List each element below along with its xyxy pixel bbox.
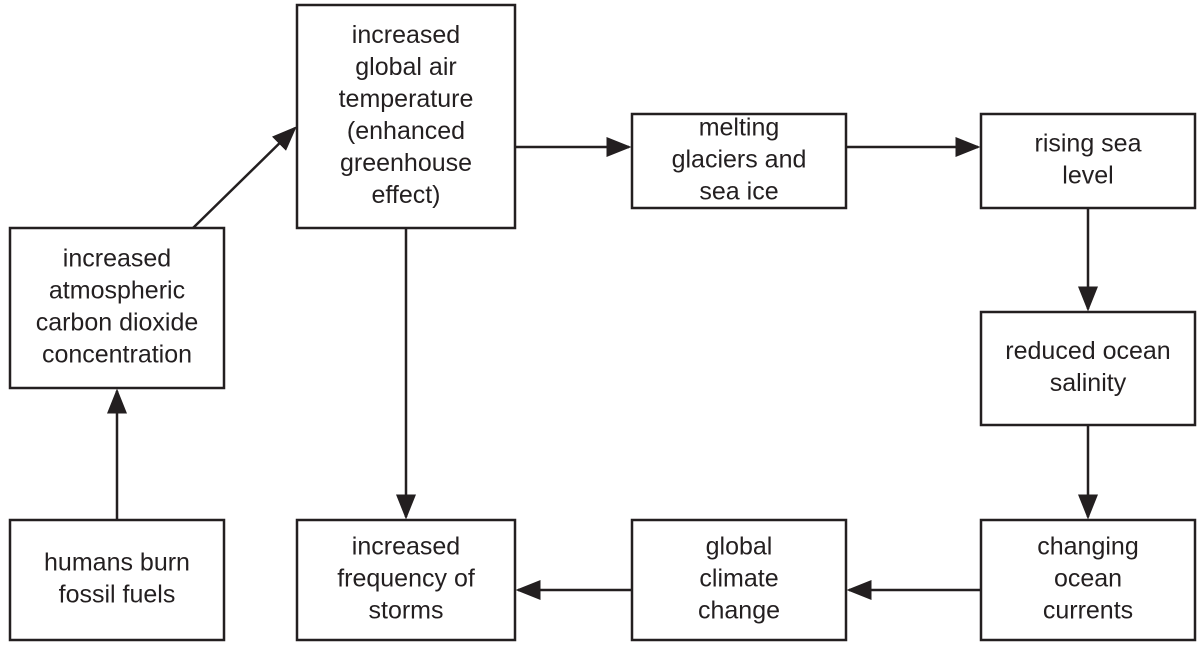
- node-label: concentration: [42, 341, 192, 369]
- node-label: climate: [699, 565, 778, 593]
- node-label: effect): [371, 181, 440, 209]
- node-label: reduced ocean: [1005, 337, 1170, 365]
- node-label: sea ice: [699, 178, 778, 206]
- node-label: ocean: [1054, 565, 1122, 593]
- node-label: increased: [352, 533, 460, 561]
- node-label: change: [698, 597, 780, 625]
- node: global climate change: [630, 518, 848, 642]
- node-box: [979, 112, 1197, 210]
- node-box: [8, 518, 226, 642]
- node-label: increased: [63, 245, 171, 273]
- node-label: fossil fuels: [59, 581, 176, 609]
- node-box: [8, 226, 226, 390]
- node-label: storms: [369, 597, 444, 625]
- node-label: salinity: [1050, 369, 1127, 397]
- node: humans burn fossil fuels: [8, 518, 226, 642]
- arrows: [107, 126, 1098, 600]
- node: changing ocean currents: [979, 518, 1197, 642]
- node-label: changing: [1037, 533, 1138, 561]
- node: increased atmospheric carbon dioxide concen…: [8, 226, 226, 390]
- node-label: increased: [352, 21, 460, 49]
- node-label: carbon dioxide: [36, 309, 199, 337]
- node: increased frequency of storms: [295, 518, 517, 642]
- node-label: melting: [699, 114, 780, 142]
- arrow: [192, 126, 297, 229]
- node-label: temperature: [339, 85, 474, 113]
- node-label: global air: [355, 53, 456, 81]
- node-box: [979, 310, 1197, 427]
- node-label: rising sea: [1035, 130, 1142, 158]
- node-label: currents: [1043, 597, 1133, 625]
- node-label: global: [706, 533, 773, 561]
- node-label: greenhouse: [340, 149, 472, 177]
- node-label: level: [1062, 162, 1113, 190]
- node-label: glaciers and: [672, 146, 807, 174]
- node-box: [630, 112, 848, 210]
- nodes: humans burn fossil fuels increased atmosphe…: [8, 3, 1197, 642]
- node: increased global air temperature (enhanced g…: [295, 3, 517, 230]
- node-box: [295, 3, 517, 230]
- node: melting glaciers and sea ice: [630, 112, 848, 210]
- node-label: atmospheric: [49, 277, 185, 305]
- node-box: [979, 518, 1197, 642]
- node-label: (enhanced: [347, 117, 465, 145]
- node-box: [630, 518, 848, 642]
- node-box: [295, 518, 517, 642]
- node-label: frequency of: [337, 565, 475, 593]
- node-label: humans burn: [44, 549, 190, 577]
- node: rising sea level: [979, 112, 1197, 210]
- node: reduced ocean salinity: [979, 310, 1197, 427]
